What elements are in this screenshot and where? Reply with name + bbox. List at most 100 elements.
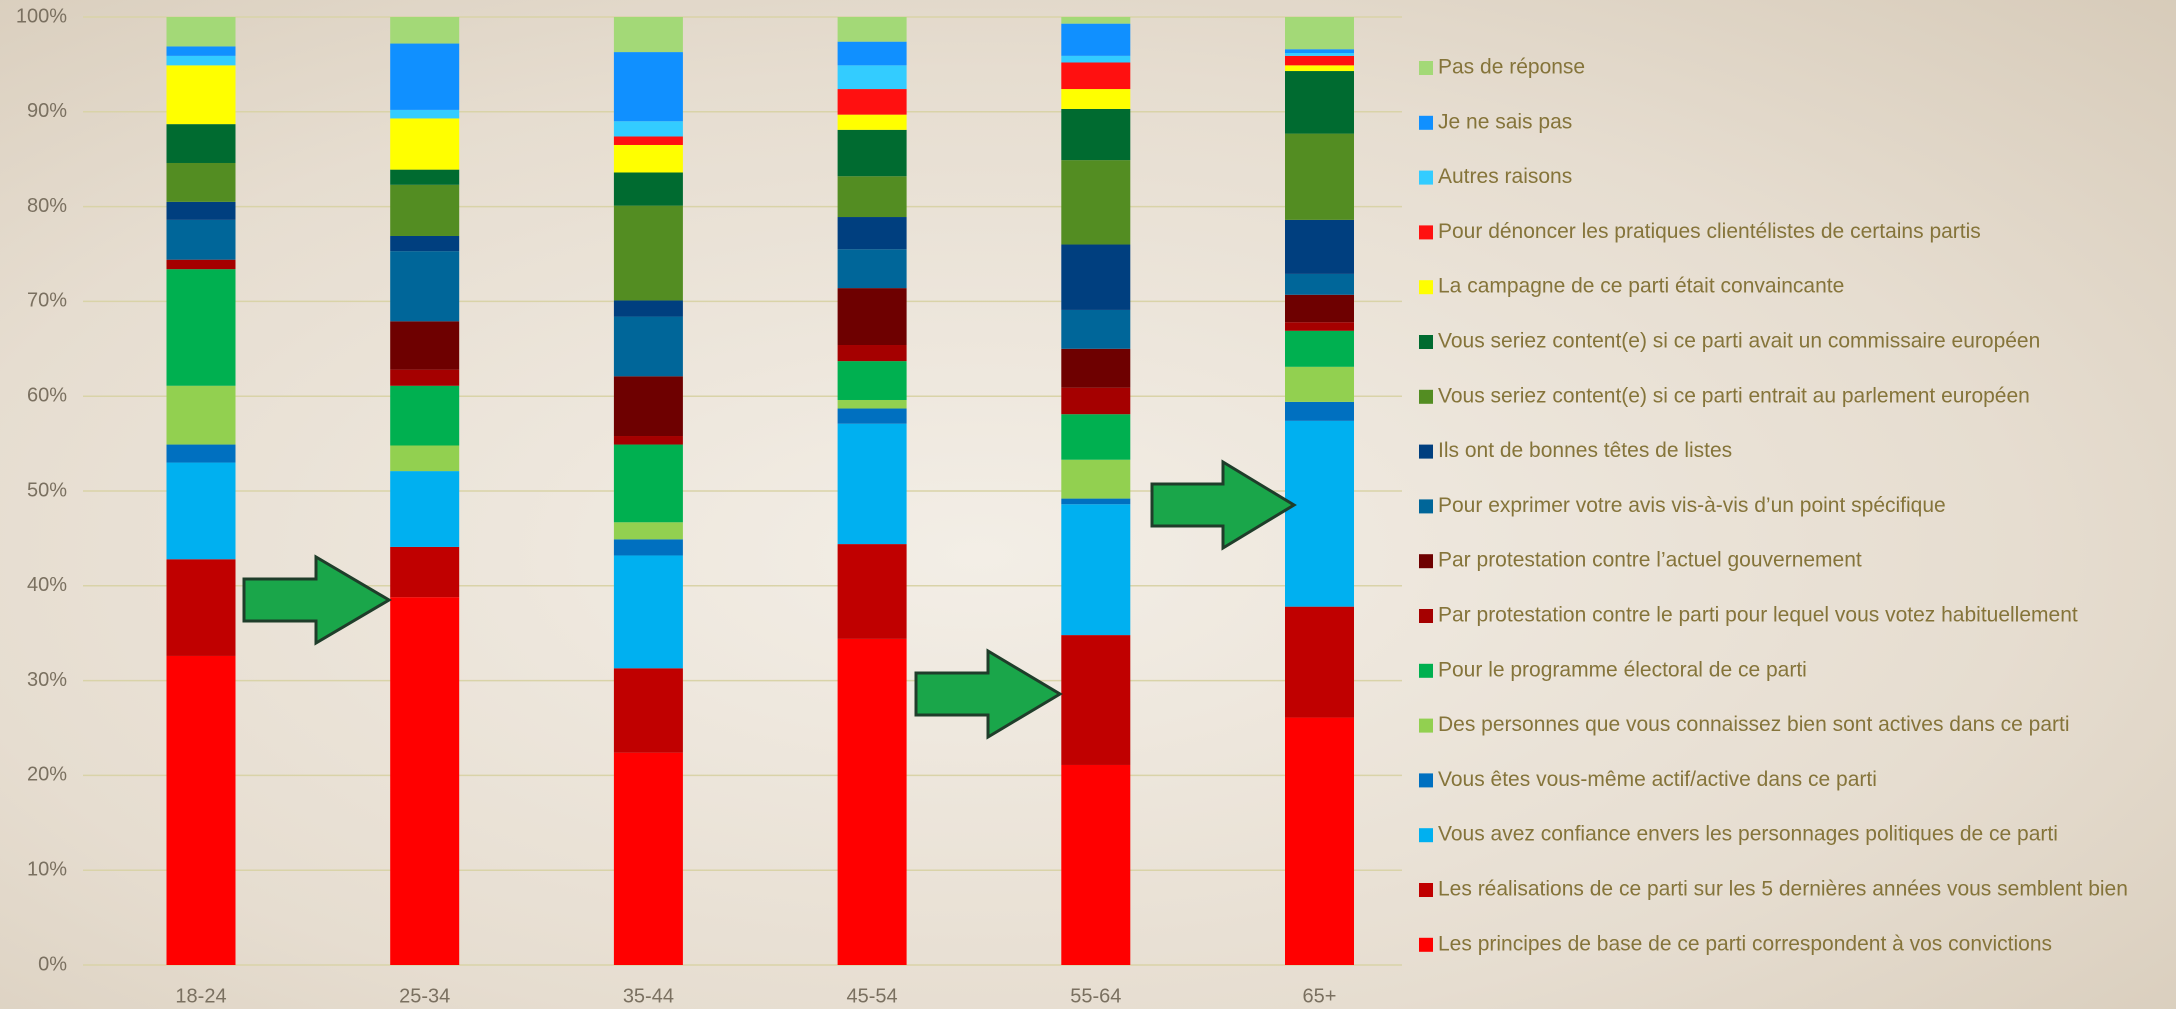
- bar-segment: [1285, 49, 1354, 54]
- y-tick-label: 10%: [27, 858, 67, 880]
- y-tick-label: 40%: [27, 574, 67, 596]
- bar-segment: [1061, 498, 1131, 505]
- bar-segment: [166, 559, 236, 656]
- legend-label: Pas de réponse: [1438, 56, 1585, 79]
- bar-segment: [613, 121, 683, 137]
- x-tick-label: 65+: [1303, 985, 1337, 1007]
- legend-swatch: [1419, 389, 1433, 404]
- legend-label: Par protestation contre l’actuel gouvern…: [1438, 549, 1862, 572]
- legend-swatch: [1419, 170, 1433, 185]
- bar-segment: [166, 385, 236, 445]
- bar-segment: [837, 399, 907, 409]
- legend-swatch: [1419, 61, 1433, 75]
- y-tick-label: 20%: [27, 764, 67, 786]
- bar-segment: [390, 471, 460, 547]
- bar-segment: [390, 169, 460, 185]
- arrow: [1150, 459, 1297, 551]
- bar-segment: [613, 436, 683, 445]
- bar-segment: [1061, 348, 1131, 388]
- bar-segment: [166, 259, 236, 270]
- bar-segment: [390, 546, 460, 598]
- bar-segment: [1285, 17, 1354, 50]
- bar-segment: [1061, 414, 1131, 460]
- bar-segment: [613, 668, 683, 753]
- bar-segment: [1285, 133, 1354, 220]
- bar-segment: [1061, 62, 1131, 90]
- y-tick-label: 90%: [27, 100, 67, 122]
- bar-segment: [166, 162, 236, 202]
- legend-label: Pour le programme électoral de ce parti: [1438, 658, 1807, 681]
- bar-segment: [1285, 366, 1354, 402]
- bar-segment: [1285, 219, 1354, 274]
- bar-segment: [166, 65, 236, 125]
- bar-segment: [390, 235, 460, 252]
- y-tick-label: 60%: [27, 384, 67, 406]
- bar-segment: [1061, 108, 1131, 161]
- bar-segment: [1285, 322, 1354, 331]
- x-tick-label: 55-64: [1070, 985, 1121, 1007]
- bar-segment: [613, 144, 683, 173]
- bar-segment: [837, 249, 907, 289]
- plot-area: 0% 10% 20% 30% 40% 50% 60% 70% 80% 90% 100% 18-24 25…: [16, 5, 2128, 1007]
- bar-segment: [613, 136, 683, 145]
- legend-label: Les principes de base de ce parti corres…: [1438, 932, 2052, 955]
- bar-segment: [837, 41, 907, 66]
- bar-segment: [1061, 244, 1131, 310]
- bar-segment: [390, 321, 460, 370]
- bar-segment: [166, 219, 236, 260]
- bar-segment: [1061, 17, 1131, 24]
- bar-segment: [613, 205, 683, 301]
- legend-swatch: [1419, 937, 1433, 952]
- bar-segment: [390, 184, 460, 236]
- legend-swatch: [1419, 828, 1433, 843]
- bar-segment: [613, 316, 683, 377]
- bar-segment: [166, 46, 236, 56]
- x-tick-label: 45-54: [847, 985, 898, 1007]
- legend-label: Pour exprimer votre avis vis-à-vis d’un …: [1438, 494, 1946, 517]
- bar-segment: [1285, 330, 1354, 367]
- bar-segment: [1285, 606, 1354, 718]
- legend-swatch: [1419, 499, 1433, 514]
- legend-label: Par protestation contre le parti pour le…: [1438, 604, 2078, 627]
- bar-segment: [390, 17, 460, 44]
- legend-label: Autres raisons: [1438, 165, 1572, 188]
- bar-segment: [613, 555, 683, 669]
- legend-label: Vous avez confiance envers les personnag…: [1438, 823, 2058, 846]
- bar-segment: [1285, 420, 1354, 607]
- bar-segment: [1061, 55, 1131, 63]
- arrow: [914, 648, 1063, 740]
- legend-swatch: [1419, 554, 1433, 569]
- bar-segment: [613, 300, 683, 317]
- bar-segment: [1061, 160, 1131, 245]
- arrow: [242, 554, 392, 646]
- bar-segment: [1061, 309, 1131, 349]
- bar-segment: [166, 17, 236, 47]
- legend-label: Les réalisations de ce parti sur les 5 d…: [1438, 878, 2128, 901]
- legend-swatch: [1419, 444, 1433, 459]
- bar-segment: [390, 251, 460, 322]
- bar-segment: [390, 385, 460, 446]
- bar-segment: [613, 172, 683, 206]
- bar-segment: [613, 17, 683, 53]
- bar-segment: [837, 217, 907, 250]
- y-tick-label: 100%: [16, 5, 67, 27]
- legend-swatch: [1419, 115, 1433, 130]
- bar-segment: [1061, 764, 1131, 965]
- bar-segment: [613, 522, 683, 540]
- bar-segment: [166, 124, 236, 163]
- bar-segment: [166, 444, 236, 463]
- bar-segment: [390, 118, 460, 170]
- bar-segment: [390, 109, 460, 119]
- x-tick-label: 18-24: [175, 985, 226, 1007]
- legend-swatch: [1419, 280, 1433, 295]
- bar-segment: [390, 445, 460, 472]
- bar-segment: [837, 345, 907, 362]
- bar-segment: [166, 201, 236, 220]
- bar-segment: [837, 544, 907, 639]
- bar-segment: [1285, 401, 1354, 421]
- x-tick-label: 25-34: [399, 985, 450, 1007]
- bar-segment: [390, 43, 460, 110]
- bar-segment: [1061, 504, 1131, 636]
- y-tick-label: 80%: [27, 195, 67, 217]
